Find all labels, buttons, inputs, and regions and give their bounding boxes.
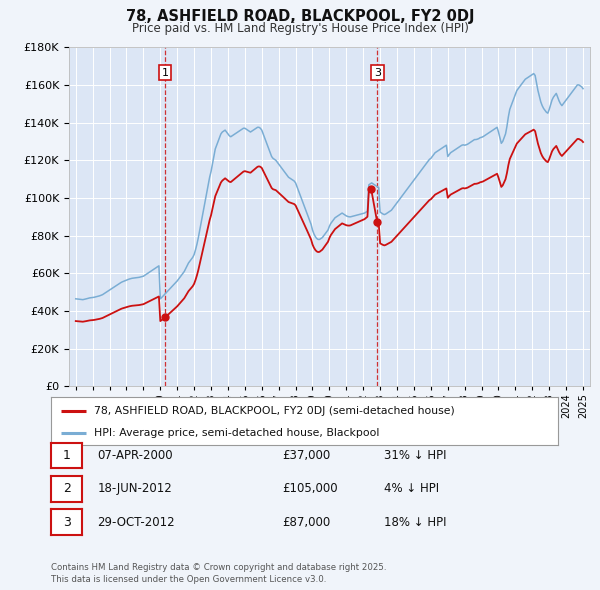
Text: 3: 3 (62, 516, 71, 529)
Text: 4% ↓ HPI: 4% ↓ HPI (384, 482, 439, 495)
Text: 3: 3 (374, 68, 381, 78)
Text: 29-OCT-2012: 29-OCT-2012 (97, 516, 175, 529)
Text: 78, ASHFIELD ROAD, BLACKPOOL, FY2 0DJ (semi-detached house): 78, ASHFIELD ROAD, BLACKPOOL, FY2 0DJ (s… (94, 405, 455, 415)
Text: HPI: Average price, semi-detached house, Blackpool: HPI: Average price, semi-detached house,… (94, 428, 379, 438)
Text: 78, ASHFIELD ROAD, BLACKPOOL, FY2 0DJ: 78, ASHFIELD ROAD, BLACKPOOL, FY2 0DJ (126, 9, 474, 24)
Text: £87,000: £87,000 (282, 516, 330, 529)
Text: 31% ↓ HPI: 31% ↓ HPI (384, 449, 446, 462)
Text: 1: 1 (62, 449, 71, 462)
Text: 18-JUN-2012: 18-JUN-2012 (97, 482, 172, 495)
Text: Price paid vs. HM Land Registry's House Price Index (HPI): Price paid vs. HM Land Registry's House … (131, 22, 469, 35)
Text: 18% ↓ HPI: 18% ↓ HPI (384, 516, 446, 529)
Text: 07-APR-2000: 07-APR-2000 (97, 449, 173, 462)
Text: £105,000: £105,000 (282, 482, 338, 495)
Text: 1: 1 (161, 68, 169, 78)
Text: 2: 2 (62, 482, 71, 495)
Text: Contains HM Land Registry data © Crown copyright and database right 2025.
This d: Contains HM Land Registry data © Crown c… (51, 563, 386, 584)
Text: £37,000: £37,000 (282, 449, 330, 462)
